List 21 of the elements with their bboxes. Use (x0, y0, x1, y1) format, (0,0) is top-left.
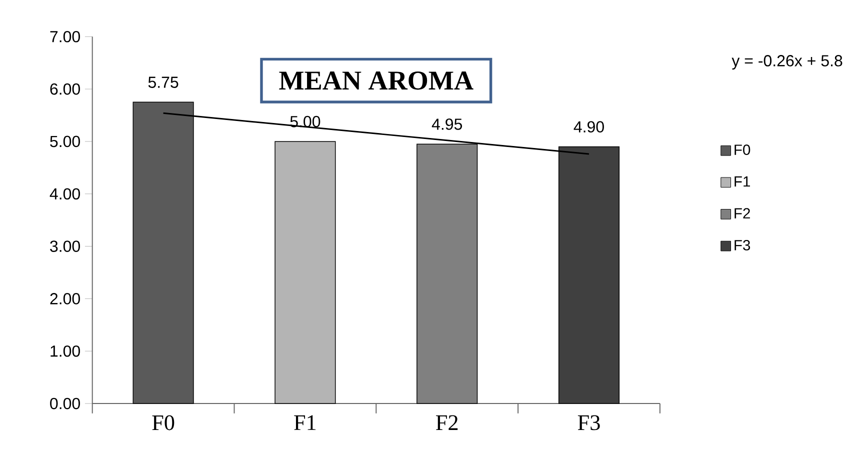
y-tick-label: 5.00 (50, 136, 80, 148)
x-tick-label: F1 (294, 415, 316, 430)
data-label: 4.95 (432, 118, 462, 130)
x-tick-label: F3 (578, 415, 600, 430)
data-label: 4.90 (574, 121, 604, 133)
x-tick-label: F2 (436, 415, 458, 430)
y-tick-label: 0.00 (50, 398, 80, 410)
y-tick-label: 2.00 (50, 293, 80, 304)
text: y = -0.26x + 5.8 (732, 55, 842, 70)
legend-label: F1 (734, 176, 750, 187)
x-tick-label: F0 (152, 415, 174, 430)
y-tick-label: 4.00 (50, 188, 80, 200)
y-tick-label: 1.00 (50, 346, 80, 357)
data-label: 5.75 (148, 76, 178, 88)
y-tick-label: 3.00 (50, 240, 80, 252)
legend-label: F3 (734, 240, 750, 251)
text: MEAN AROMA (279, 72, 474, 90)
y-tick-label: 6.00 (50, 83, 80, 95)
legend-label: F2 (734, 208, 750, 219)
y-tick-label: 7.00 (50, 31, 80, 42)
legend-label: F0 (734, 144, 750, 156)
